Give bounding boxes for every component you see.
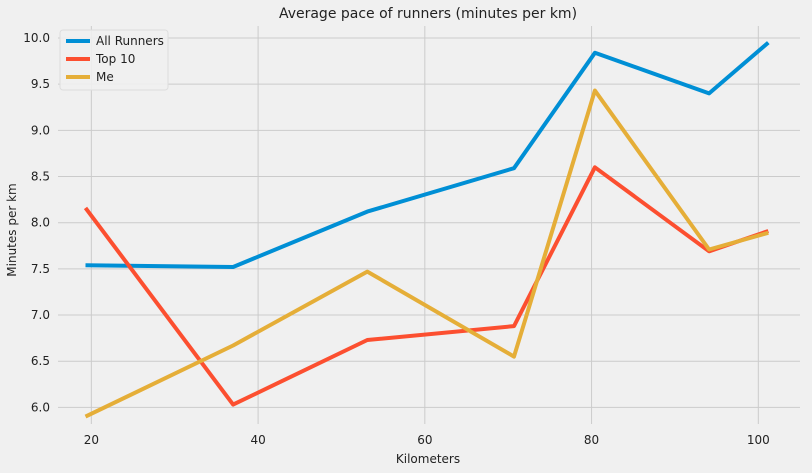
tick-labels: 20 40 60 80 100 6.0 6.5 7.0 7.5 8.0 8.5 9.0 9.5 10.0 — [23, 31, 769, 447]
chart-title: Average pace of runners (minutes per km) — [279, 6, 577, 22]
series-line-all-runners — [85, 41, 770, 269]
y-tick-label: 7.5 — [31, 262, 50, 276]
y-axis-label: Minutes per km — [5, 183, 19, 276]
x-tick-label: 80 — [584, 433, 599, 447]
legend-label: Top 10 — [95, 52, 135, 66]
y-tick-label: 7.0 — [31, 308, 50, 322]
y-tick-label: 8.5 — [31, 170, 50, 184]
y-tick-label: 10.0 — [23, 31, 50, 45]
x-tick-label: 100 — [747, 433, 770, 447]
x-tick-label: 60 — [417, 433, 432, 447]
y-tick-label: 8.0 — [31, 216, 50, 230]
x-tick-label: 40 — [250, 433, 265, 447]
legend-label: Me — [96, 70, 114, 84]
y-tick-label: 6.0 — [31, 400, 50, 414]
x-tick-label: 20 — [84, 433, 99, 447]
y-tick-label: 9.5 — [31, 77, 50, 91]
legend: All Runners Top 10 Me — [59, 29, 169, 91]
y-tick-label: 6.5 — [31, 354, 50, 368]
grid-lines — [58, 26, 800, 424]
series-line-me — [84, 88, 769, 419]
series-lines — [83, 41, 770, 419]
y-tick-label: 9.0 — [31, 123, 50, 137]
x-axis-label: Kilometers — [396, 452, 460, 466]
legend-label: All Runners — [96, 34, 164, 48]
